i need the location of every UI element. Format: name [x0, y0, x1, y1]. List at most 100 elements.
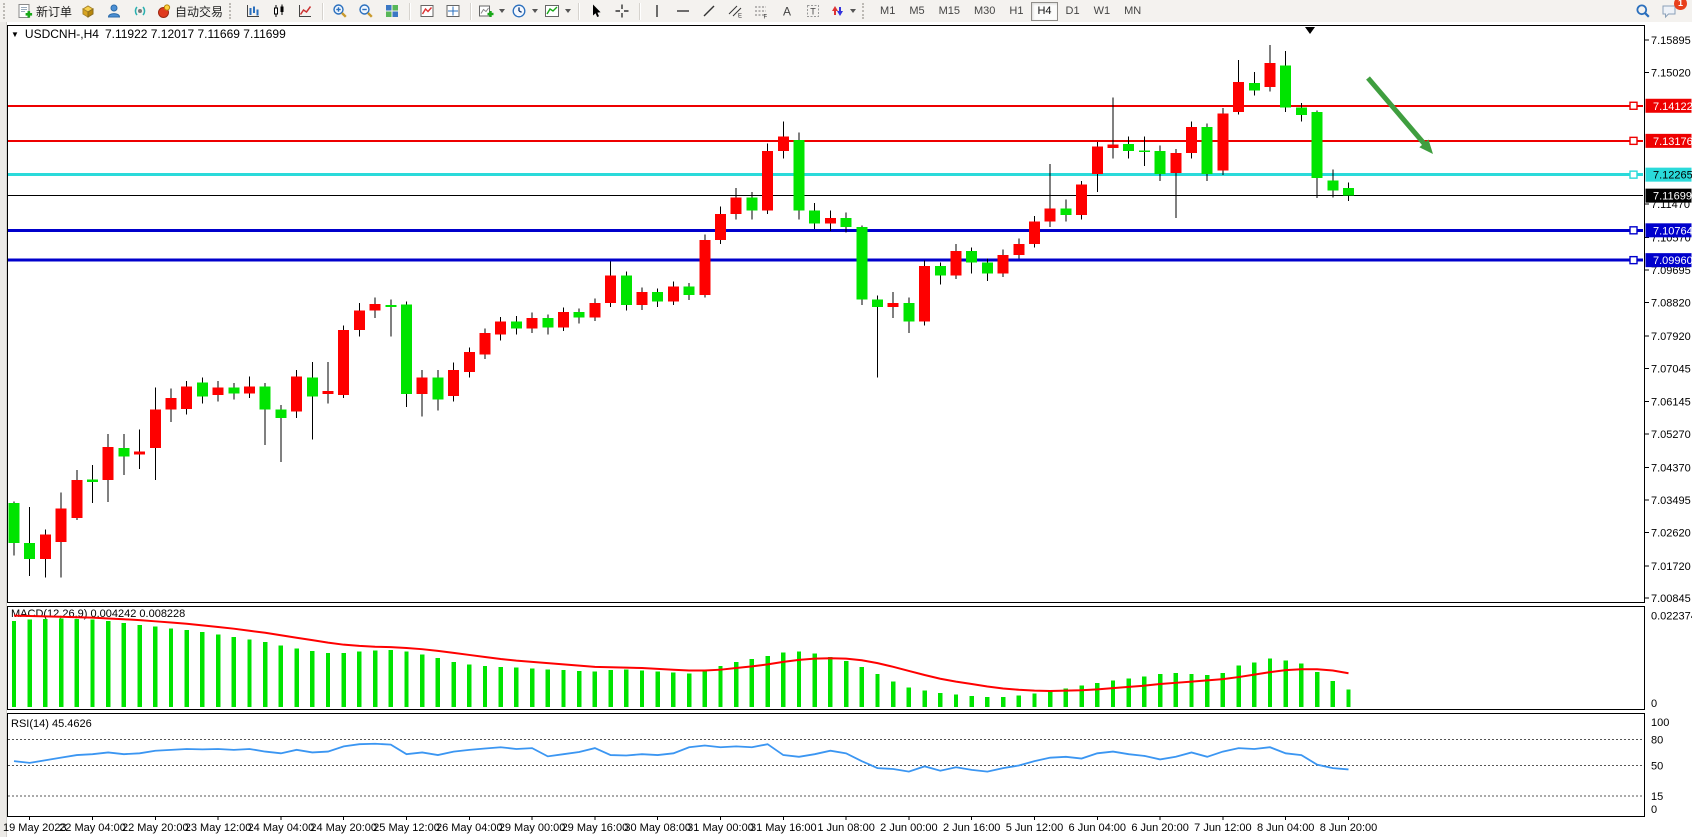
svg-text:31 May 00:00: 31 May 00:00 [687, 822, 754, 834]
vertical-line-icon [649, 3, 665, 19]
svg-text:A: A [783, 5, 791, 19]
timeframe-h1[interactable]: H1 [1009, 4, 1024, 17]
chevron-down-icon [499, 9, 506, 13]
svg-text:6 Jun 20:00: 6 Jun 20:00 [1131, 822, 1189, 834]
periods-clock-icon [511, 3, 527, 19]
chat-button[interactable]: 1 [1656, 0, 1687, 21]
trendline-button[interactable] [696, 1, 722, 21]
horizontal-line-button[interactable] [670, 1, 696, 21]
signal-button[interactable] [127, 1, 153, 21]
svg-text:7.01720: 7.01720 [1651, 561, 1691, 573]
chart-ohlc-values: 7.11922 7.12017 7.11669 7.11699 [104, 27, 286, 41]
toolbar-grip[interactable] [862, 3, 869, 19]
timeframe-mn[interactable]: MN [1124, 4, 1142, 17]
autotrading-button[interactable]: 自动交易 [153, 1, 226, 21]
zoom-in-icon [332, 3, 348, 19]
timeframe-m1[interactable]: M1 [880, 4, 896, 17]
rsi-level-lines [8, 738, 1643, 797]
bar-chart-icon [245, 3, 261, 19]
svg-text:7.07045: 7.07045 [1651, 363, 1691, 375]
vertical-line-button[interactable] [644, 1, 670, 21]
periods-button[interactable] [508, 1, 541, 21]
text-label-button[interactable]: T [800, 1, 826, 21]
macd-pane [11, 614, 1351, 707]
svg-text:8 Jun 04:00: 8 Jun 04:00 [1257, 822, 1315, 834]
svg-text:7.14122: 7.14122 [1653, 101, 1692, 113]
line-handle[interactable] [1629, 101, 1638, 110]
add-indicator-button[interactable] [475, 1, 508, 21]
svg-text:7.05270: 7.05270 [1651, 429, 1691, 441]
autotrading-icon [156, 3, 172, 19]
svg-text:30 May 08:00: 30 May 08:00 [624, 822, 691, 834]
template-icon [544, 3, 560, 19]
svg-text:F: F [764, 15, 768, 20]
crosshair-button[interactable] [609, 1, 635, 21]
candlestick-chart-button[interactable] [266, 1, 292, 21]
line-handle[interactable] [1629, 255, 1638, 265]
line-handle[interactable] [1629, 226, 1638, 235]
line-handle[interactable] [1629, 136, 1638, 146]
line-handle[interactable] [1629, 170, 1638, 179]
svg-text:7.15895: 7.15895 [1651, 35, 1691, 47]
horizontal-line-icon [675, 3, 691, 19]
timeframe-group: M1 M5 M15 M30 H1 H4 D1 W1 MN [873, 1, 1148, 21]
toolbar-grip[interactable] [229, 3, 236, 19]
equidistant-channel-button[interactable]: E [722, 1, 748, 21]
svg-text:22 May 20:00: 22 May 20:00 [122, 822, 189, 834]
svg-text:23 May 12:00: 23 May 12:00 [185, 822, 252, 834]
fibonacci-button[interactable]: F [748, 1, 774, 21]
svg-text:2 Jun 16:00: 2 Jun 16:00 [943, 822, 1001, 834]
shift-marker [1305, 27, 1315, 34]
template-button[interactable] [541, 1, 574, 21]
svg-text:7.04370: 7.04370 [1651, 462, 1691, 474]
timeframe-m5[interactable]: M5 [909, 4, 925, 17]
svg-text:22 May 04:00: 22 May 04:00 [59, 822, 126, 834]
chart-dropdown-icon[interactable]: ▼ [11, 29, 19, 39]
tile-windows-icon [384, 3, 400, 19]
svg-text:7.03495: 7.03495 [1651, 495, 1691, 507]
chart-window: MACD(12,26,9) 0.004242 0.008228 RSI(14) … [0, 22, 1692, 837]
toolbar: 新订单 自动交易 E F A [0, 0, 1692, 23]
toolbar-grip[interactable] [3, 3, 10, 19]
indicator-window-button[interactable] [414, 1, 440, 21]
profile-button[interactable] [101, 1, 127, 21]
zoom-out-button[interactable] [353, 1, 379, 21]
timeframe-m15[interactable]: M15 [938, 4, 960, 17]
svg-text:7.07920: 7.07920 [1651, 331, 1691, 343]
search-button[interactable] [1630, 1, 1656, 21]
timeframe-d1[interactable]: D1 [1065, 4, 1080, 17]
timeframe-m30[interactable]: M30 [974, 4, 996, 17]
svg-text:7.13176: 7.13176 [1653, 136, 1692, 148]
arrows-button[interactable] [826, 1, 859, 21]
zoom-in-button[interactable] [327, 1, 353, 21]
arrows-icon [829, 3, 845, 19]
new-order-button[interactable]: 新订单 [14, 1, 75, 21]
timeframe-w1[interactable]: W1 [1093, 4, 1111, 17]
chevron-down-icon [850, 9, 857, 13]
candlesticks [8, 45, 1354, 578]
chart-canvas[interactable]: MACD(12,26,9) 0.004242 0.008228 RSI(14) … [0, 22, 1692, 837]
fibonacci-icon: F [753, 3, 769, 19]
svg-text:15: 15 [1651, 791, 1663, 803]
svg-text:7.09960: 7.09960 [1653, 255, 1692, 267]
cursor-button[interactable] [583, 1, 609, 21]
text-button[interactable]: A [774, 1, 800, 21]
crosshair-window-button[interactable] [440, 1, 466, 21]
line-chart-icon [297, 3, 313, 19]
line-chart-button[interactable] [292, 1, 318, 21]
search-icon [1635, 3, 1651, 19]
svg-text:80: 80 [1651, 734, 1663, 746]
indicator-window-icon [419, 3, 435, 19]
toolbar-separator [409, 2, 411, 20]
market-watch-button[interactable] [75, 1, 101, 21]
price-axis: 7.158957.150207.114707.105707.096957.088… [1644, 35, 1692, 816]
bar-chart-button[interactable] [240, 1, 266, 21]
toolbar-separator [322, 2, 324, 20]
candlestick-icon [271, 3, 287, 19]
timeframe-h4[interactable]: H4 [1031, 1, 1058, 21]
cursor-icon [588, 3, 604, 19]
tile-windows-button[interactable] [379, 1, 405, 21]
chevron-down-icon [565, 9, 572, 13]
svg-text:7.11699: 7.11699 [1653, 191, 1692, 203]
chat-badge: 1 [1674, 0, 1687, 10]
